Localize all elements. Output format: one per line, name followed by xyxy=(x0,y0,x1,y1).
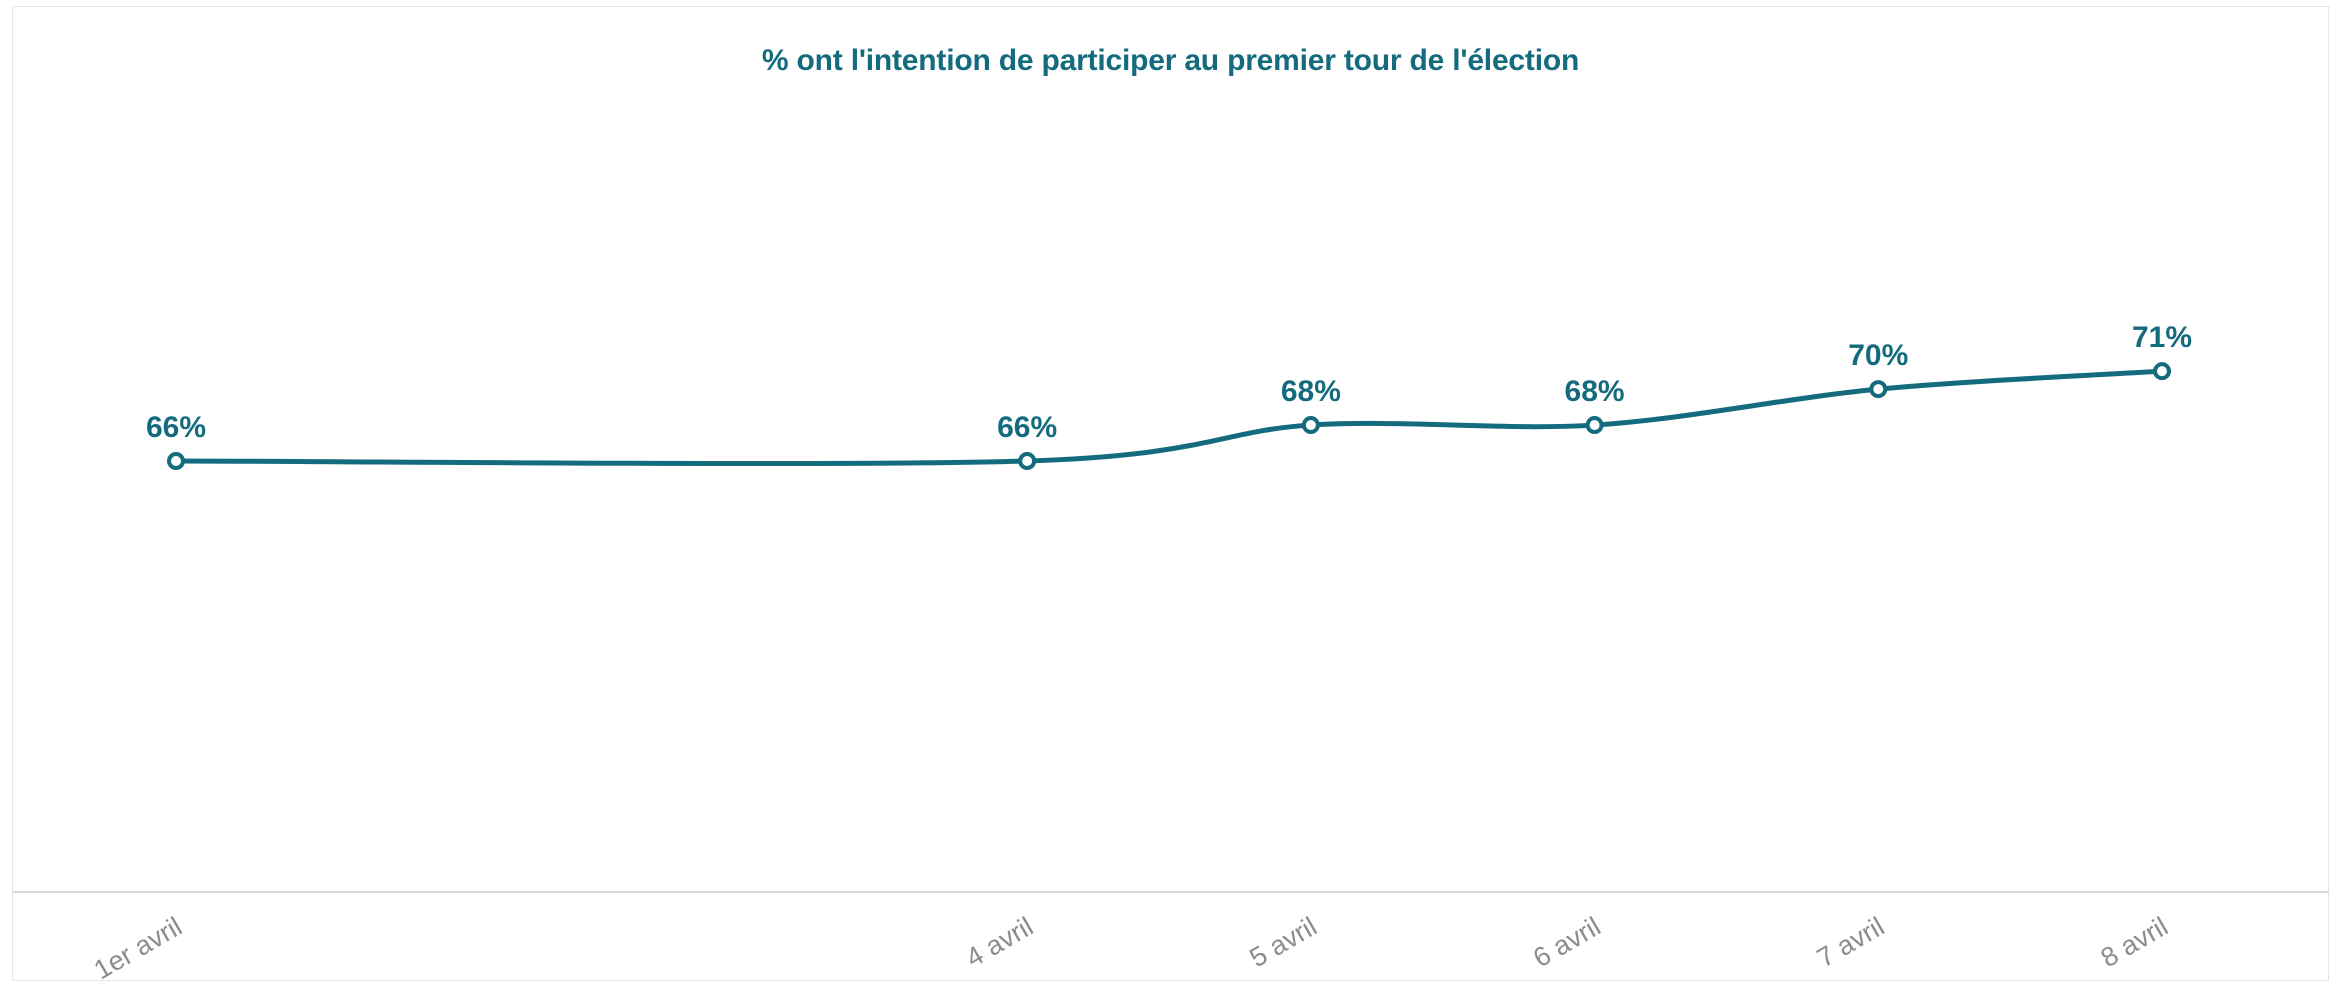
data-markers xyxy=(167,362,2171,470)
data-point xyxy=(167,451,185,470)
data-label: 68% xyxy=(1281,375,1341,408)
data-label: 66% xyxy=(997,411,1057,444)
x-tick-label: 6 avril xyxy=(1528,911,1605,973)
x-tick-label: 7 avril xyxy=(1812,911,1889,973)
data-point xyxy=(1869,380,1888,399)
x-tick-label: 1er avril xyxy=(89,911,187,985)
data-label: 68% xyxy=(1565,375,1625,408)
x-tick-label: 4 avril xyxy=(961,911,1038,973)
chart-title: % ont l'intention de participer au premi… xyxy=(761,44,1580,77)
data-point xyxy=(1585,416,1604,435)
data-point xyxy=(1018,451,1037,470)
chart-frame xyxy=(12,6,2329,981)
x-tick-label: 8 avril xyxy=(2096,911,2173,973)
data-label: 66% xyxy=(146,411,206,444)
series-line xyxy=(173,368,2165,467)
x-tick-labels: 1er avril 4 avril 5 avril 6 avril 7 avril 8 a… xyxy=(89,911,2173,985)
data-label: 70% xyxy=(1848,339,1908,372)
data-point xyxy=(1301,416,1320,435)
data-label: 71% xyxy=(2132,321,2192,354)
x-tick-label: 5 avril xyxy=(1244,911,1321,973)
data-point xyxy=(2153,362,2171,381)
data-labels: 66% 66% 68% 68% 70% 71% xyxy=(146,321,2192,444)
